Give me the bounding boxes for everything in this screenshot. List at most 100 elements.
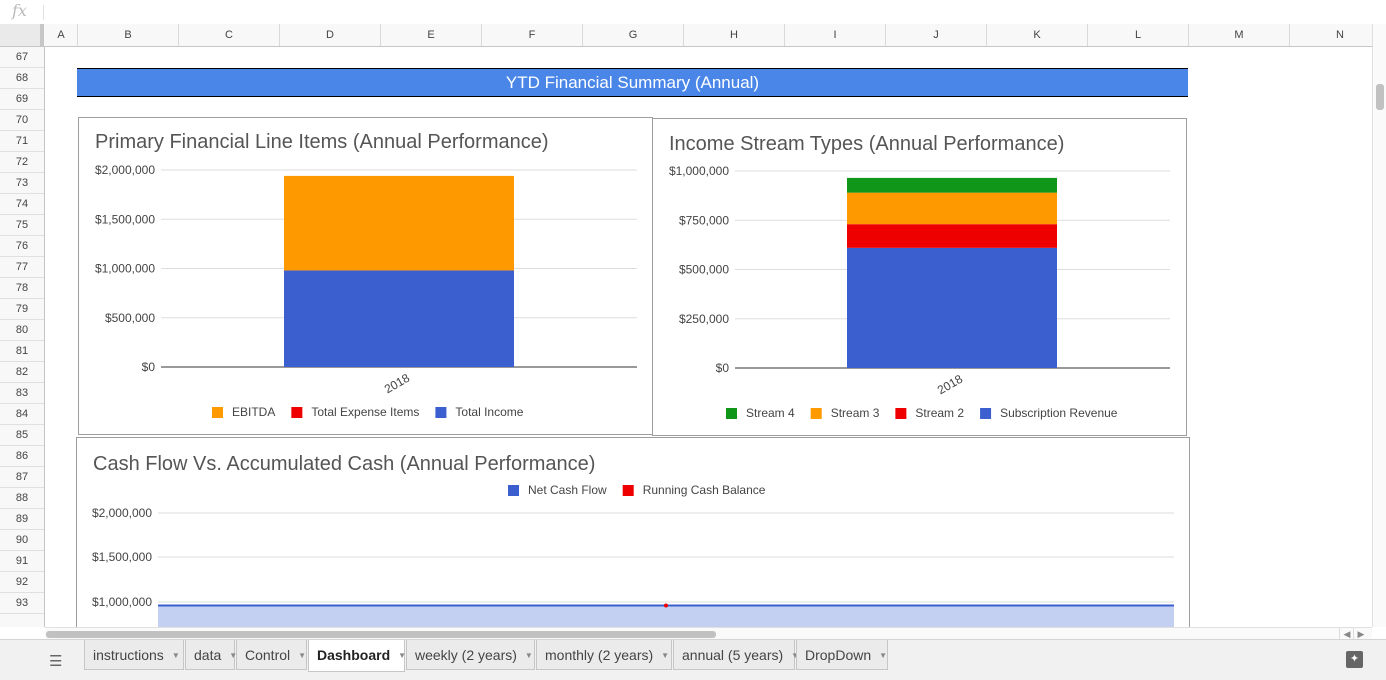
sheet-tab-label: Control xyxy=(245,647,291,663)
formula-bar[interactable]: fx xyxy=(0,0,1386,25)
y-tick-label: $250,000 xyxy=(679,312,729,326)
column-header-n[interactable]: N xyxy=(1290,24,1386,46)
chart-title: Income Stream Types (Annual Performance) xyxy=(669,133,1065,155)
column-header-k[interactable]: K xyxy=(987,24,1088,46)
explore-icon[interactable]: ✦ xyxy=(1346,651,1363,668)
row-header-80[interactable]: 80 xyxy=(0,320,44,341)
legend-swatch xyxy=(622,485,634,496)
row-header-74[interactable]: 74 xyxy=(0,194,44,215)
y-tick-label: $500,000 xyxy=(679,263,729,277)
row-header-89[interactable]: 89 xyxy=(0,509,44,530)
sheet-tab[interactable]: Dashboard ▼ xyxy=(308,640,407,672)
row-header-69[interactable]: 69 xyxy=(0,89,44,110)
legend-swatch xyxy=(726,408,737,419)
row-header-77[interactable]: 77 xyxy=(0,257,44,278)
row-header-83[interactable]: 83 xyxy=(0,383,44,404)
column-header-h[interactable]: H xyxy=(684,24,785,46)
vertical-scrollbar[interactable] xyxy=(1372,24,1386,627)
row-header-92[interactable]: 92 xyxy=(0,572,44,593)
primary-financial-chart[interactable]: Primary Financial Line Items (Annual Per… xyxy=(78,117,653,435)
caret-down-icon[interactable]: ▼ xyxy=(524,651,533,661)
dashboard-banner: YTD Financial Summary (Annual) xyxy=(77,68,1188,97)
sheet-tab[interactable]: instructions ▼ xyxy=(84,640,184,670)
row-header-79[interactable]: 79 xyxy=(0,299,44,320)
hamburger-icon[interactable]: ☰ xyxy=(49,653,63,670)
sheet-grid[interactable]: YTD Financial Summary (Annual) Primary F… xyxy=(45,47,1372,627)
row-header-72[interactable]: 72 xyxy=(0,152,44,173)
row-header-67[interactable]: 67 xyxy=(0,47,44,68)
column-header-m[interactable]: M xyxy=(1189,24,1290,46)
column-header-b[interactable]: B xyxy=(78,24,179,46)
sheet-tab[interactable]: annual (5 years) ▼ xyxy=(673,640,799,670)
row-header-68[interactable]: 68 xyxy=(0,68,44,89)
sheet-tab[interactable]: weekly (2 years) ▼ xyxy=(406,640,535,670)
y-tick-label: $1,500,000 xyxy=(95,212,155,226)
caret-down-icon[interactable]: ▼ xyxy=(171,651,180,661)
bar-segment[interactable] xyxy=(284,175,514,271)
vertical-scroll-thumb[interactable] xyxy=(1376,84,1384,110)
row-header-78[interactable]: 78 xyxy=(0,278,44,299)
sheet-tab[interactable]: monthly (2 years) ▼ xyxy=(536,640,672,670)
row-header-91[interactable]: 91 xyxy=(0,551,44,572)
column-header-g[interactable]: G xyxy=(583,24,684,46)
row-header-76[interactable]: 76 xyxy=(0,236,44,257)
sheet-tab[interactable]: data ▼ xyxy=(185,640,238,670)
bar-segment[interactable] xyxy=(284,270,514,367)
x-tick-label: 2018 xyxy=(935,372,965,398)
sheet-tab[interactable]: DropDown ▼ xyxy=(796,640,888,670)
select-all-corner[interactable] xyxy=(0,24,44,46)
chart-plot: $0 $500,000 $1,000,000 $1,500,000 $2,000,000… xyxy=(95,163,637,419)
bar-segment[interactable] xyxy=(847,224,1057,248)
horizontal-scrollbar[interactable]: ◀ ▶ xyxy=(45,627,1372,640)
sheet-tab-label: Dashboard xyxy=(317,647,391,663)
caret-down-icon[interactable]: ▼ xyxy=(879,651,888,661)
caret-down-icon[interactable]: ▼ xyxy=(298,651,307,661)
y-tick-label: $500,000 xyxy=(105,311,155,325)
column-header-i[interactable]: I xyxy=(785,24,886,46)
column-header-l[interactable]: L xyxy=(1088,24,1189,46)
row-header-70[interactable]: 70 xyxy=(0,110,44,131)
bar-segment[interactable] xyxy=(847,192,1057,225)
row-header-85[interactable]: 85 xyxy=(0,425,44,446)
chart-title: Cash Flow Vs. Accumulated Cash (Annual P… xyxy=(93,453,596,475)
caret-down-icon[interactable]: ▼ xyxy=(398,651,407,661)
income-stream-chart[interactable]: Income Stream Types (Annual Performance)… xyxy=(652,118,1187,436)
row-header-82[interactable]: 82 xyxy=(0,362,44,383)
row-header-93[interactable]: 93 xyxy=(0,593,44,614)
caret-down-icon[interactable]: ▼ xyxy=(229,651,238,661)
row-header: 67 68 69 70 71 72 73 74 75 76 77 78 79 80 81 82 83 84 85 86… xyxy=(0,47,45,627)
column-header-c[interactable]: C xyxy=(179,24,280,46)
column-header-f[interactable]: F xyxy=(482,24,583,46)
row-header-71[interactable]: 71 xyxy=(0,131,44,152)
caret-down-icon[interactable]: ▼ xyxy=(791,651,799,660)
row-header-81[interactable]: 81 xyxy=(0,341,44,362)
column-header-e[interactable]: E xyxy=(381,24,482,46)
row-header-88[interactable]: 88 xyxy=(0,488,44,509)
y-tick-label: $0 xyxy=(716,361,730,375)
horizontal-scroll-thumb[interactable] xyxy=(46,631,716,638)
row-header-90[interactable]: 90 xyxy=(0,530,44,551)
column-header-a[interactable]: A xyxy=(45,24,78,46)
row-header-86[interactable]: 86 xyxy=(0,446,44,467)
row-header-84[interactable]: 84 xyxy=(0,404,44,425)
scroll-left-icon[interactable]: ◀ xyxy=(1339,628,1354,640)
running-cash-balance-point[interactable] xyxy=(664,603,668,608)
row-header-75[interactable]: 75 xyxy=(0,215,44,236)
sheet-tab-label: data xyxy=(194,647,222,663)
cash-flow-chart[interactable]: Cash Flow Vs. Accumulated Cash (Annual P… xyxy=(76,437,1190,627)
legend-swatch xyxy=(980,408,992,419)
bar-segment[interactable] xyxy=(847,177,1057,193)
column-header-d[interactable]: D xyxy=(280,24,381,46)
scroll-right-icon[interactable]: ▶ xyxy=(1353,628,1368,640)
legend-label: Subscription Revenue xyxy=(1000,406,1118,420)
x-tick-label: 2018 xyxy=(382,371,412,397)
column-header-j[interactable]: J xyxy=(886,24,987,46)
legend-label: Stream 4 xyxy=(746,406,795,420)
sheet-tab[interactable]: Control ▼ xyxy=(236,640,307,670)
row-header-87[interactable]: 87 xyxy=(0,467,44,488)
caret-down-icon[interactable]: ▼ xyxy=(661,651,670,661)
sheet-tab-label: annual (5 years) xyxy=(682,647,784,663)
row-header-73[interactable]: 73 xyxy=(0,173,44,194)
sheet-tab-label: instructions xyxy=(93,647,164,663)
bar-segment[interactable] xyxy=(847,247,1057,368)
